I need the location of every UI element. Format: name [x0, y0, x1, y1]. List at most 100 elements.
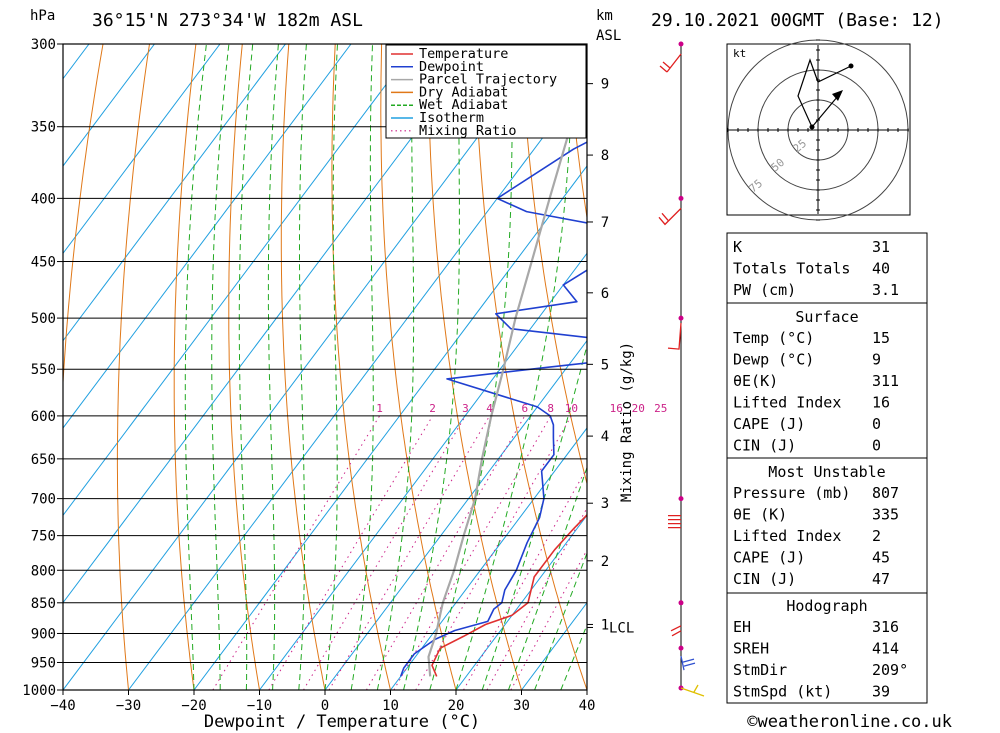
isobars	[63, 43, 587, 691]
storm-motion-vector	[811, 95, 839, 128]
dry-adiabat	[63, 44, 104, 690]
wind-level-marker	[678, 496, 684, 502]
mixing-ratio-label: 4	[486, 402, 493, 415]
hodograph-trace	[797, 58, 852, 128]
isotherm-line	[63, 44, 155, 167]
unstable-row-value: 2	[872, 527, 881, 545]
dry-adiabat	[331, 44, 391, 690]
wind-level-marker	[678, 315, 684, 321]
isotherm-line	[63, 44, 548, 690]
temperature-line	[431, 513, 587, 677]
wind-level-marker	[678, 41, 684, 47]
km-tick-label: 4	[601, 429, 609, 445]
legend-box	[385, 44, 587, 139]
hodograph-row-label: StmDir	[733, 661, 787, 679]
isotherm-line	[63, 44, 352, 429]
temperature-tick-label: 20	[448, 698, 465, 714]
unstable-row-label: Lifted Index	[733, 527, 841, 545]
datetime-label: 29.10.2021 00GMT (Base: 12)	[651, 10, 944, 31]
wind-profile	[658, 41, 705, 697]
surface-row-label: Dewp (°C)	[733, 351, 814, 369]
mixing-ratio-labels: 1 2 3 4 6 8 10 16 20 25	[376, 402, 667, 415]
km-tick-label: 7	[601, 215, 609, 231]
pressure-tick-label: 850	[31, 596, 56, 612]
indices-row-value: 3.1	[872, 281, 899, 299]
km-tick-label: 1	[601, 617, 609, 633]
wet-adiabat	[184, 44, 207, 690]
isotherm-line	[63, 44, 221, 255]
pressure-tick-label: 600	[31, 409, 56, 425]
legend-label: Dewpoint	[419, 59, 484, 75]
wet-adiabat	[534, 551, 587, 690]
mixing-ratio-line	[510, 548, 587, 690]
km-tick-label: 3	[601, 496, 609, 512]
wind-barb	[658, 207, 682, 226]
mixing-ratio-label: 25	[654, 402, 667, 415]
km-tick-label: 6	[601, 286, 609, 302]
hodograph-table	[726, 592, 928, 704]
indices-row-label: PW (cm)	[733, 281, 796, 299]
temperature-tick-label: 10	[382, 698, 399, 714]
hodograph-unit: kt	[733, 47, 746, 60]
stats-tables: K 31 Totals Totals 40 PW (cm) 3.1 Surface Temp …	[726, 232, 928, 704]
mixing-ratio-line	[463, 466, 587, 690]
wet-adiabat	[376, 44, 415, 690]
pressure-tick-label: 500	[31, 311, 56, 327]
pressure-tick-label: 950	[31, 655, 56, 671]
profile-lines	[399, 77, 587, 677]
wet-adiabat	[429, 44, 513, 690]
pressure-tick-label: 700	[31, 492, 56, 508]
wind-level-marker	[678, 645, 684, 651]
pressure-tick-label: 1000	[22, 683, 56, 699]
isotherm-line	[0, 44, 24, 690]
isotherm-line	[324, 339, 587, 690]
pressure-tick-label: 400	[31, 191, 56, 207]
wind-barb	[680, 656, 696, 671]
surface-row-value: 0	[872, 437, 881, 455]
location-title: 36°15'N 273°34'W 182m ASL	[92, 10, 363, 31]
hodograph-row-value: 414	[872, 640, 899, 658]
wind-barb	[680, 684, 705, 697]
km-tick-label: 8	[601, 148, 609, 164]
temperature-tick-label: −30	[116, 698, 141, 714]
surface-row-value: 311	[872, 372, 899, 390]
wet-adiabat	[238, 44, 254, 690]
temperature-tick-label: −40	[50, 698, 75, 714]
mixing-ratio-label: 10	[565, 402, 578, 415]
copyright-label: ©weatheronline.co.uk	[747, 712, 952, 732]
pressure-tick-label: 750	[31, 529, 56, 545]
hodograph-row-value: 209°	[872, 661, 908, 679]
wind-barb	[667, 323, 682, 350]
wind-barb	[670, 625, 682, 637]
surface-row-value: 0	[872, 415, 881, 433]
wind-level-marker	[678, 600, 684, 606]
asl-unit-label: ASL	[596, 28, 621, 44]
temperature-tick-label: 30	[513, 698, 530, 714]
surface-row-value: 9	[872, 351, 881, 369]
wind-barb	[659, 53, 682, 73]
dry-adiabat	[985, 44, 1000, 690]
isotherm-line	[193, 165, 587, 690]
km-tick-label: 9	[601, 77, 609, 93]
x-axis-label: Dewpoint / Temperature (°C)	[204, 712, 480, 732]
indices-row-value: 40	[872, 260, 890, 278]
temperature-tick-label: 40	[579, 698, 596, 714]
indices-row-label: K	[733, 238, 742, 256]
surface-row-label: Lifted Index	[733, 394, 841, 412]
unstable-row-label: CAPE (J)	[733, 549, 805, 567]
wet-adiabat	[455, 44, 574, 690]
hodograph-row-label: StmSpd (kt)	[733, 683, 832, 701]
legend-label: Temperature	[419, 46, 508, 62]
pressure-tick-label: 550	[31, 362, 56, 378]
temperature-tick-label: −20	[181, 698, 206, 714]
hodograph-row-value: 39	[872, 683, 890, 701]
mixing-ratio-line	[268, 415, 434, 690]
hodograph-row-label: EH	[733, 618, 751, 636]
isotherm-line	[390, 427, 587, 690]
hodograph-start-marker	[809, 124, 815, 130]
surface-row-label: Temp (°C)	[733, 329, 814, 347]
legend-label: Isotherm	[419, 110, 484, 126]
wet-adiabat	[324, 44, 338, 690]
legend-label: Parcel Trajectory	[419, 72, 557, 88]
dry-adiabat	[280, 44, 326, 690]
